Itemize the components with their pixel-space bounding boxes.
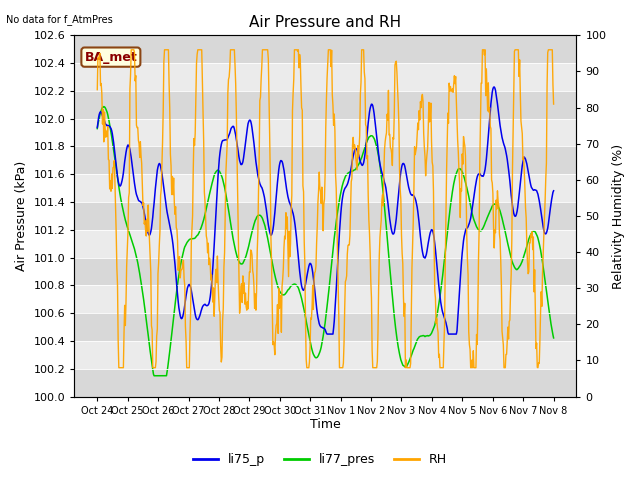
Y-axis label: Relativity Humidity (%): Relativity Humidity (%): [612, 144, 625, 288]
Bar: [74, 369, 577, 396]
Bar: [74, 258, 577, 286]
Y-axis label: Air Pressure (kPa): Air Pressure (kPa): [15, 161, 28, 271]
Bar: [74, 313, 577, 341]
Bar: [74, 36, 577, 63]
Legend: li75_p, li77_pres, RH: li75_p, li77_pres, RH: [188, 448, 452, 471]
Title: Air Pressure and RH: Air Pressure and RH: [250, 15, 401, 30]
Bar: [74, 202, 577, 230]
Text: BA_met: BA_met: [84, 50, 137, 64]
Bar: [74, 146, 577, 174]
X-axis label: Time: Time: [310, 419, 341, 432]
Text: No data for f_AtmPres: No data for f_AtmPres: [6, 14, 113, 25]
Bar: [74, 91, 577, 119]
